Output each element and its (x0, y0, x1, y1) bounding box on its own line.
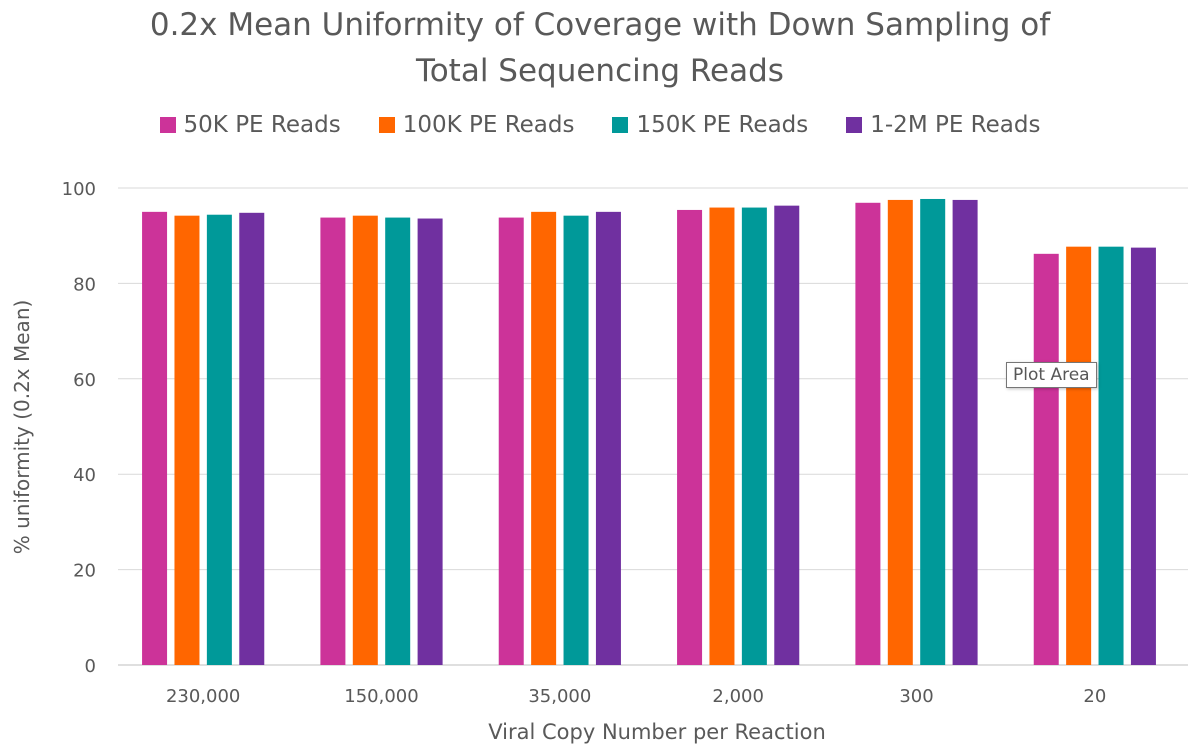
bar-series-1-cat-2[interactable] (320, 217, 346, 665)
bar-series-2-cat-4[interactable] (709, 207, 735, 665)
legend-item-series-2[interactable]: 100K PE Reads (378, 112, 575, 138)
legend-swatch-series-3 (612, 117, 629, 133)
legend-label-series-3: 150K PE Reads (636, 112, 809, 138)
chart-legend: 50K PE Reads 100K PE Reads 150K PE Reads… (0, 112, 1200, 138)
bar-series-4-cat-3[interactable] (595, 211, 621, 665)
legend-item-series-1[interactable]: 50K PE Reads (159, 112, 341, 138)
bar-series-2-cat-5[interactable] (887, 199, 913, 666)
bar-series-4-cat-5[interactable] (952, 199, 978, 666)
bar-series-4-cat-4[interactable] (774, 205, 800, 666)
x-tick-label: 150,000 (344, 686, 418, 707)
bar-series-3-cat-1[interactable] (206, 214, 232, 665)
bar-series-4-cat-2[interactable] (417, 218, 443, 665)
bar-series-3-cat-5[interactable] (920, 198, 946, 665)
y-tick-label: 100 (62, 179, 96, 200)
legend-swatch-series-1 (159, 117, 176, 133)
chart-title: 0.2x Mean Uniformity of Coverage with Do… (0, 2, 1200, 94)
bar-series-3-cat-2[interactable] (385, 217, 411, 665)
bar-series-4-cat-6[interactable] (1130, 247, 1156, 665)
legend-item-series-3[interactable]: 150K PE Reads (612, 112, 808, 138)
legend-item-series-4[interactable]: 1-2M PE Reads (846, 112, 1040, 138)
y-axis-title: % uniformity (0.2x Mean) (10, 300, 34, 555)
legend-label-series-2: 100K PE Reads (402, 112, 575, 138)
bar-series-3-cat-4[interactable] (741, 207, 767, 665)
chart-title-line-2: Total Sequencing Reads (416, 53, 784, 89)
legend-label-series-4: 1-2M PE Reads (870, 112, 1041, 138)
x-tick-label: 20 (1083, 686, 1106, 707)
y-tick-label: 60 (73, 370, 96, 391)
x-tick-label: 230,000 (166, 686, 240, 707)
bar-series-4-cat-1[interactable] (239, 212, 265, 665)
legend-swatch-series-2 (378, 117, 395, 133)
bar-series-2-cat-1[interactable] (174, 215, 200, 665)
y-tick-label: 0 (85, 656, 96, 677)
bar-series-1-cat-4[interactable] (677, 209, 703, 665)
x-tick-label: 300 (899, 686, 933, 707)
bar-series-1-cat-1[interactable] (142, 211, 168, 665)
bar-series-3-cat-6[interactable] (1098, 246, 1124, 665)
x-tick-label: 2,000 (712, 686, 764, 707)
chart-title-line-1: 0.2x Mean Uniformity of Coverage with Do… (149, 7, 1051, 43)
bar-series-2-cat-3[interactable] (531, 211, 557, 665)
axes: 0 20 40 60 80 100 230,000 150,000 35,000 2,000 300… (62, 179, 1107, 707)
plot-area-tooltip: Plot Area (1006, 362, 1097, 388)
bar-series-1-cat-3[interactable] (498, 217, 524, 665)
x-axis-title: Viral Copy Number per Reaction (488, 720, 826, 744)
bar-series-2-cat-6[interactable] (1066, 246, 1092, 665)
bar-series-2-cat-2[interactable] (352, 215, 378, 665)
y-tick-label: 40 (73, 465, 96, 486)
bar-series-1-cat-5[interactable] (855, 202, 881, 666)
legend-swatch-series-4 (846, 117, 863, 133)
bar-series-3-cat-3[interactable] (563, 215, 589, 665)
x-tick-label: 35,000 (528, 686, 591, 707)
y-tick-label: 20 (73, 561, 96, 582)
bar-series-1-cat-6[interactable] (1033, 253, 1059, 666)
y-tick-label: 80 (73, 274, 96, 295)
legend-label-series-1: 50K PE Reads (183, 112, 341, 138)
bars (142, 198, 1156, 666)
gridlines (118, 187, 1188, 666)
